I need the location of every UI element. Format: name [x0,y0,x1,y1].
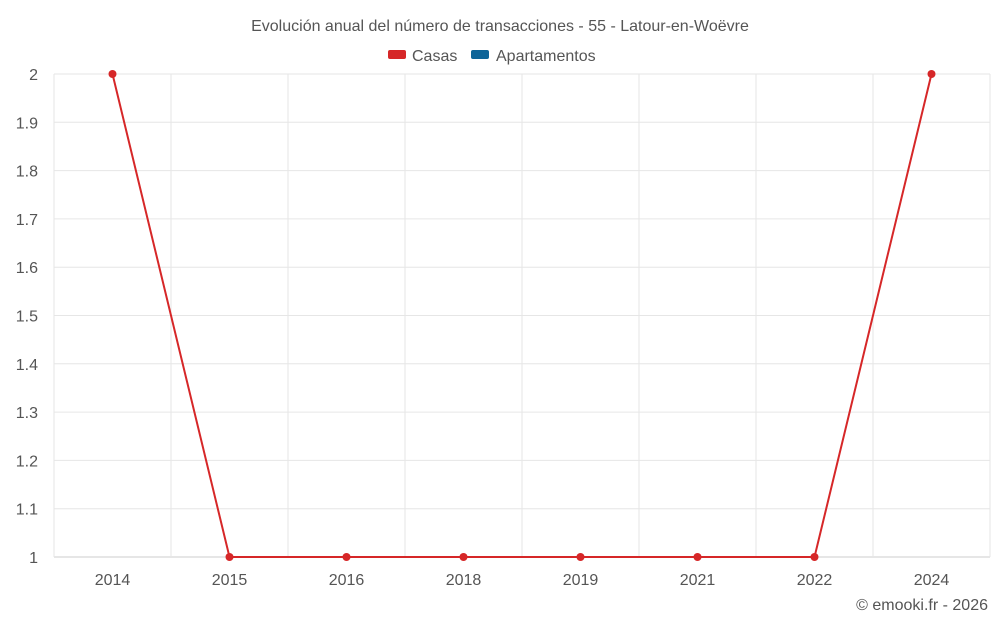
data-point-casas[interactable] [108,70,117,78]
legend-item-apartamentos[interactable]: Apartamentos [471,48,596,65]
x-tick-label: 2021 [680,572,716,589]
y-tick-label: 1.6 [16,260,38,277]
y-tick-label: 1.2 [16,453,38,470]
x-tick-label: 2015 [212,572,248,589]
y-tick-label: 1.9 [16,115,38,132]
x-tick-label: 2014 [95,572,131,589]
legend-swatch-apartamentos [471,50,489,59]
data-point-casas[interactable] [693,553,702,561]
legend-swatch-casas [388,50,406,59]
x-tick-label: 2019 [563,572,599,589]
y-tick-label: 1.5 [16,309,38,326]
y-tick-label: 1.4 [16,357,38,374]
data-point-casas[interactable] [810,553,819,561]
data-point-casas[interactable] [342,553,351,561]
legend: Casas Apartamentos [388,48,596,65]
legend-label-apartamentos: Apartamentos [496,48,596,65]
x-tick-label: 2016 [329,572,365,589]
data-point-casas[interactable] [459,553,468,561]
data-point-casas[interactable] [927,70,936,78]
y-tick-label: 1.8 [16,164,38,181]
x-tick-label: 2022 [797,572,833,589]
data-point-casas[interactable] [225,553,234,561]
series-line-casas [111,73,933,558]
series-lines [111,73,933,558]
x-tick-label: 2018 [446,572,482,589]
data-point-casas[interactable] [576,553,585,561]
x-axis-ticks: 2014 2015 2016 2018 2019 2021 2022 2024 [95,572,950,589]
chart-title: Evolución anual del número de transaccio… [251,18,749,35]
legend-item-casas[interactable]: Casas [388,48,457,65]
y-axis-ticks: 1 1.1 1.2 1.3 1.4 1.5 1.6 1.7 1.8 1.9 2 [16,67,38,567]
y-tick-label: 1.3 [16,405,38,422]
y-tick-label: 1 [29,550,38,567]
y-tick-label: 1.1 [16,502,38,519]
x-tick-label: 2024 [914,572,950,589]
legend-label-casas: Casas [412,48,457,65]
credit-text: © emooki.fr - 2026 [856,597,988,614]
grid [53,73,991,558]
series-points [108,70,936,561]
y-tick-label: 1.7 [16,212,38,229]
y-tick-label: 2 [29,67,38,84]
